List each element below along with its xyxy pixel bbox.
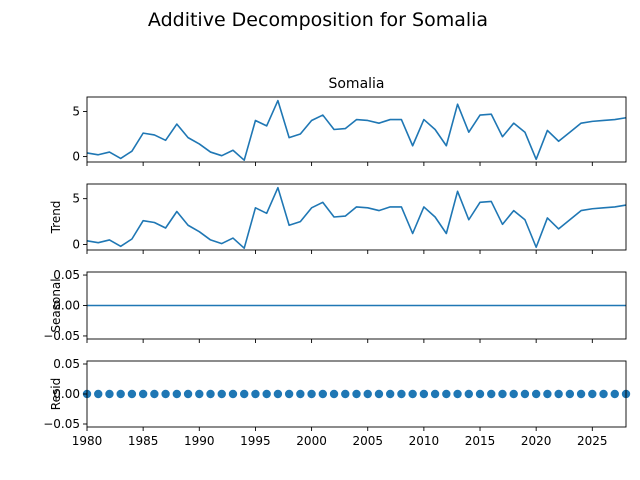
resid-point xyxy=(150,389,159,399)
resid-ytick-label: 0.00 xyxy=(53,387,80,401)
resid-point xyxy=(453,389,462,399)
resid-point xyxy=(442,389,451,399)
xtick-label: 2020 xyxy=(521,434,552,448)
resid-point xyxy=(599,389,608,399)
resid-point xyxy=(206,389,215,399)
xtick-label: 1990 xyxy=(184,434,215,448)
resid-point xyxy=(419,389,429,399)
resid-point xyxy=(576,389,586,399)
resid-point xyxy=(273,389,283,399)
observed-ytick-label: 0 xyxy=(72,150,80,164)
xtick-label: 2025 xyxy=(577,434,608,448)
resid-point xyxy=(240,389,249,399)
resid-point xyxy=(318,389,328,399)
resid-point xyxy=(487,389,496,399)
xtick-label: 2010 xyxy=(409,434,440,448)
xtick-label: 2000 xyxy=(296,434,327,448)
resid-point xyxy=(408,389,417,399)
xtick-label: 2015 xyxy=(465,434,496,448)
resid-point xyxy=(183,389,193,399)
resid-ytick-label: 0.05 xyxy=(53,357,80,371)
resid-point xyxy=(610,389,619,399)
panel-observed: 0 5 Somalia xyxy=(72,76,627,166)
resid-point xyxy=(296,389,305,399)
resid-point xyxy=(116,389,125,399)
resid-point xyxy=(138,389,148,399)
trend-axes-frame xyxy=(86,183,627,251)
resid-point xyxy=(531,389,541,399)
resid-point xyxy=(374,389,384,399)
seasonal-ytick-label: −0.05 xyxy=(43,329,80,343)
resid-point xyxy=(284,389,294,399)
resid-ytick-label: −0.05 xyxy=(43,417,80,431)
panels: 05Somalia05Trend0.050.00−0.05Seasonal0.0… xyxy=(43,76,631,448)
resid-point xyxy=(588,389,597,399)
resid-point xyxy=(329,389,339,399)
panel-subtitle: Somalia xyxy=(328,76,384,92)
seasonal-ylabel: Seasonal xyxy=(49,278,63,332)
resid-point xyxy=(554,389,563,399)
resid-point xyxy=(94,389,103,399)
resid-point xyxy=(475,389,485,399)
resid-point xyxy=(127,389,137,399)
trend-ytick-label: 5 xyxy=(72,192,80,206)
resid-point xyxy=(543,389,552,399)
resid-point xyxy=(509,389,518,399)
resid-point xyxy=(262,389,271,399)
observed-series-line xyxy=(86,99,627,161)
xtick-label: 1985 xyxy=(128,434,159,448)
resid-point xyxy=(228,389,238,399)
observed-axes-frame xyxy=(86,96,627,163)
resid-point xyxy=(217,389,226,399)
xtick-label: 1995 xyxy=(240,434,271,448)
resid-point xyxy=(464,389,473,399)
panel-trend: 0 5 Trend xyxy=(49,183,627,254)
observed-ytick-label: 5 xyxy=(72,104,80,118)
trend-ytick-label: 0 xyxy=(72,238,80,252)
panel-resid: 0.05 0.00 −0.05 1980 1985 1990 1995 2000 2005 201… xyxy=(43,357,631,448)
resid-point xyxy=(251,389,260,399)
resid-point xyxy=(195,389,204,399)
trend-ylabel: Trend xyxy=(49,201,63,235)
resid-ylabel: Resid xyxy=(49,378,63,410)
resid-point xyxy=(105,389,114,399)
resid-point xyxy=(363,389,372,399)
resid-point xyxy=(520,389,530,399)
resid-point xyxy=(352,389,361,399)
resid-point xyxy=(397,389,406,399)
xtick-label: 1980 xyxy=(72,434,103,448)
resid-point xyxy=(172,389,182,399)
trend-series-line xyxy=(86,186,627,249)
resid-point xyxy=(385,389,395,399)
resid-point xyxy=(307,389,316,399)
resid-point xyxy=(341,389,350,399)
resid-point xyxy=(430,389,440,399)
figure-title: Additive Decomposition for Somalia xyxy=(148,9,488,31)
seasonal-ytick-label: 0.05 xyxy=(53,268,80,282)
resid-point xyxy=(498,389,507,399)
seasonal-ytick-label: 0.00 xyxy=(53,299,80,313)
resid-point xyxy=(565,389,575,399)
resid-point xyxy=(161,389,170,399)
xtick-label: 2005 xyxy=(352,434,383,448)
